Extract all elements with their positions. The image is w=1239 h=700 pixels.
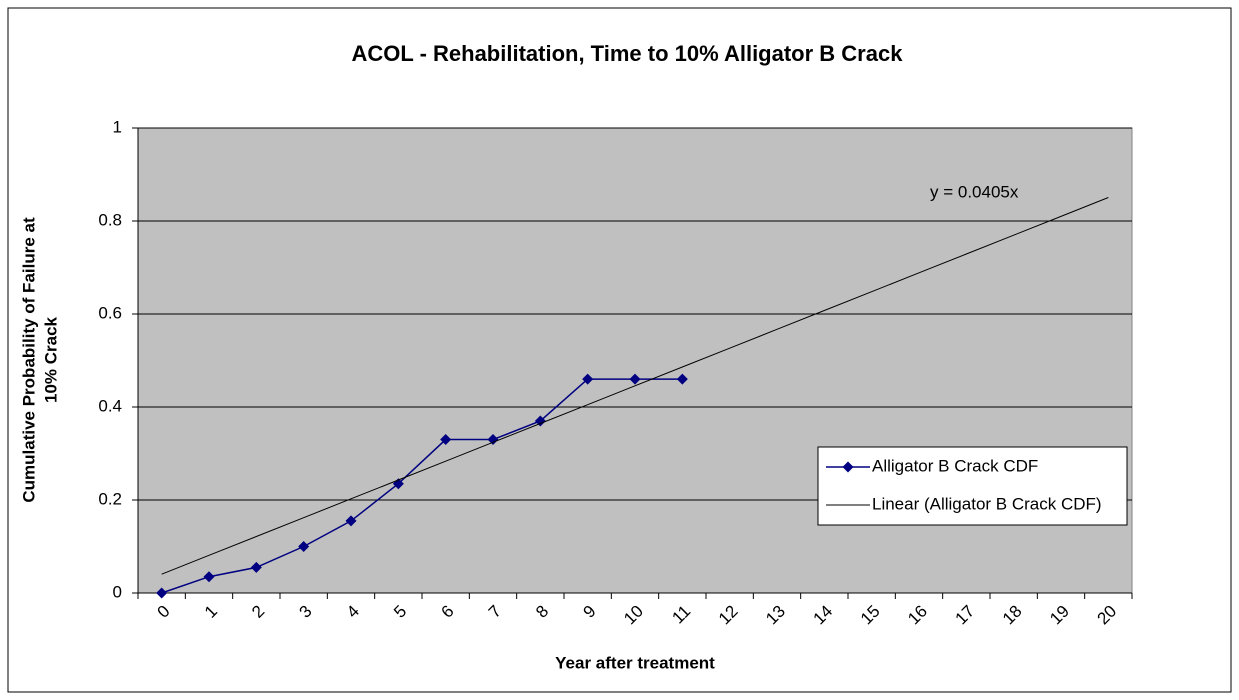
marker	[298, 541, 310, 552]
y-axis-label: 10% Crack	[41, 316, 60, 403]
legend-label: Alligator B Crack CDF	[872, 456, 1038, 475]
y-tick-label: 0.8	[98, 210, 122, 229]
chart-title: ACOL - Rehabilitation, Time to 10% Allig…	[352, 41, 904, 66]
y-axis-label: Cumulative Probability of Failure at	[19, 217, 38, 503]
marker	[250, 561, 262, 573]
marker	[345, 515, 357, 527]
y-tick-label: 0	[113, 582, 122, 601]
y-tick-label: 0.4	[98, 396, 122, 415]
series-line	[161, 197, 1109, 575]
marker	[629, 373, 641, 385]
x-axis-label: Year after treatment	[555, 653, 715, 672]
marker	[534, 415, 546, 427]
marker	[582, 373, 594, 385]
y-tick-label: 0.2	[98, 489, 122, 508]
marker	[156, 587, 168, 599]
marker	[440, 434, 452, 446]
legend-marker	[842, 461, 854, 473]
y-tick-label: 0.6	[98, 303, 122, 322]
series-line	[161, 378, 683, 594]
marker	[203, 571, 215, 583]
marker	[676, 373, 688, 385]
legend	[817, 446, 1128, 526]
legend-label: Linear (Alligator B Crack CDF)	[872, 494, 1102, 513]
y-tick-label: 1	[113, 117, 122, 136]
trendline-equation: y = 0.0405x	[930, 182, 1019, 201]
marker	[487, 434, 499, 446]
